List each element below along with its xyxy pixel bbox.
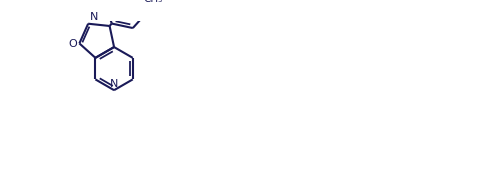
Text: O: O: [68, 39, 77, 49]
Text: N: N: [110, 79, 118, 89]
Text: CH₃: CH₃: [143, 0, 162, 4]
Text: N: N: [90, 12, 98, 22]
